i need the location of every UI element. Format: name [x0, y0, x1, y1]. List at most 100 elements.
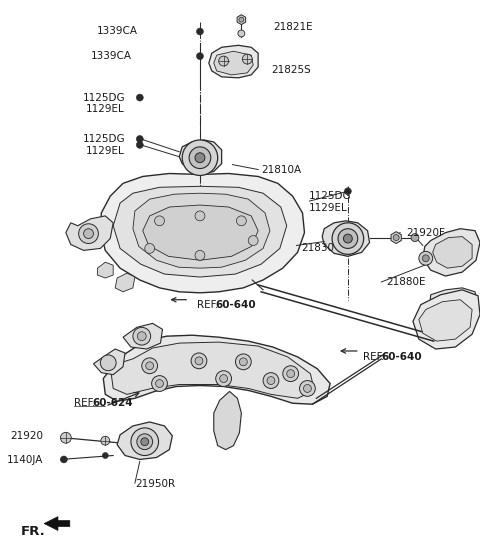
- Polygon shape: [97, 262, 113, 278]
- Text: REF.: REF.: [74, 398, 95, 408]
- Text: 60-624: 60-624: [93, 398, 133, 408]
- Polygon shape: [432, 237, 472, 268]
- Text: 1125DG: 1125DG: [83, 93, 125, 103]
- Circle shape: [248, 235, 258, 246]
- Circle shape: [155, 216, 165, 226]
- Polygon shape: [133, 193, 270, 268]
- Circle shape: [422, 255, 429, 262]
- Text: REF.: REF.: [197, 300, 218, 310]
- Circle shape: [236, 354, 251, 370]
- Polygon shape: [115, 273, 135, 292]
- Circle shape: [343, 234, 352, 243]
- Circle shape: [189, 147, 211, 169]
- Circle shape: [267, 377, 275, 384]
- Polygon shape: [322, 221, 370, 256]
- Polygon shape: [413, 290, 480, 349]
- Circle shape: [84, 229, 94, 239]
- Polygon shape: [179, 140, 222, 174]
- Circle shape: [145, 243, 155, 253]
- Polygon shape: [209, 45, 258, 78]
- Circle shape: [216, 371, 231, 387]
- Polygon shape: [143, 205, 258, 260]
- Circle shape: [141, 438, 149, 446]
- Circle shape: [191, 353, 207, 369]
- Circle shape: [60, 432, 71, 443]
- Circle shape: [101, 436, 110, 445]
- Circle shape: [345, 188, 351, 195]
- Circle shape: [133, 328, 151, 345]
- Circle shape: [195, 211, 205, 221]
- Polygon shape: [113, 186, 287, 277]
- Circle shape: [131, 428, 158, 455]
- Polygon shape: [391, 232, 401, 243]
- Circle shape: [79, 224, 98, 243]
- Text: 21920: 21920: [10, 431, 43, 441]
- Polygon shape: [419, 300, 472, 341]
- Circle shape: [303, 384, 312, 392]
- Text: 1125DG: 1125DG: [83, 134, 125, 144]
- Circle shape: [300, 381, 315, 396]
- Text: 1129EL: 1129EL: [86, 104, 125, 114]
- Text: 60-640: 60-640: [382, 352, 422, 362]
- Circle shape: [239, 17, 244, 22]
- Circle shape: [146, 362, 154, 370]
- Text: 1339CA: 1339CA: [97, 26, 138, 36]
- Circle shape: [196, 28, 204, 35]
- Circle shape: [240, 358, 247, 366]
- Circle shape: [332, 223, 364, 254]
- Polygon shape: [214, 391, 241, 450]
- Circle shape: [219, 56, 228, 66]
- Text: 1125DG: 1125DG: [309, 191, 351, 201]
- Circle shape: [287, 370, 295, 378]
- Circle shape: [152, 376, 168, 391]
- Polygon shape: [44, 517, 70, 531]
- Polygon shape: [423, 229, 480, 276]
- Text: 21880E: 21880E: [386, 277, 426, 287]
- Text: 60-640: 60-640: [216, 300, 256, 310]
- Text: 21920F: 21920F: [406, 228, 445, 238]
- Circle shape: [102, 453, 108, 459]
- Circle shape: [136, 94, 143, 101]
- Circle shape: [237, 216, 246, 226]
- Polygon shape: [111, 342, 314, 398]
- Circle shape: [60, 456, 67, 463]
- Polygon shape: [94, 349, 125, 374]
- Polygon shape: [214, 51, 253, 75]
- Text: 21821E: 21821E: [273, 22, 312, 32]
- Circle shape: [156, 379, 164, 387]
- Polygon shape: [100, 174, 304, 293]
- Polygon shape: [123, 324, 163, 349]
- Circle shape: [100, 355, 116, 371]
- Circle shape: [220, 374, 228, 383]
- Circle shape: [393, 234, 399, 240]
- Circle shape: [411, 234, 419, 242]
- Circle shape: [195, 251, 205, 260]
- Text: 21950R: 21950R: [135, 479, 175, 489]
- Polygon shape: [237, 15, 246, 25]
- Circle shape: [137, 434, 153, 450]
- Polygon shape: [429, 288, 478, 329]
- Circle shape: [137, 332, 146, 340]
- Circle shape: [142, 358, 157, 374]
- Text: REF.: REF.: [363, 352, 384, 362]
- Circle shape: [419, 252, 432, 265]
- Text: 21830: 21830: [301, 243, 335, 253]
- Text: 1140JA: 1140JA: [7, 455, 43, 465]
- Circle shape: [338, 229, 358, 248]
- Text: 1339CA: 1339CA: [91, 51, 132, 61]
- Text: 21810A: 21810A: [261, 165, 301, 175]
- Circle shape: [136, 141, 143, 148]
- Circle shape: [263, 373, 279, 388]
- Circle shape: [283, 366, 299, 382]
- Text: 1129EL: 1129EL: [309, 203, 347, 213]
- Text: 21825S: 21825S: [271, 65, 311, 75]
- Circle shape: [182, 140, 218, 175]
- Circle shape: [136, 136, 143, 142]
- Polygon shape: [103, 335, 330, 404]
- Polygon shape: [117, 422, 172, 459]
- Circle shape: [242, 54, 252, 64]
- Circle shape: [238, 30, 245, 37]
- Text: FR.: FR.: [21, 525, 45, 538]
- Circle shape: [195, 153, 205, 162]
- Polygon shape: [66, 216, 113, 251]
